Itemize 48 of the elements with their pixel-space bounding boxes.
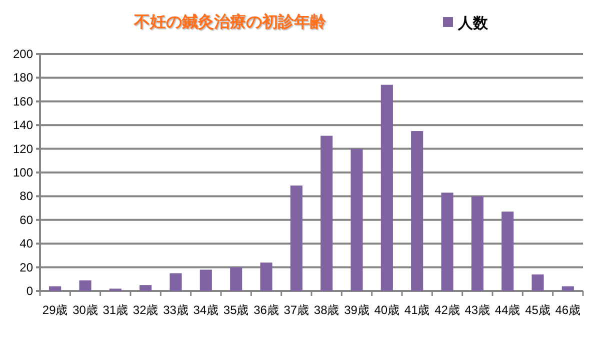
bar — [49, 286, 62, 291]
bar — [320, 136, 333, 291]
bar — [380, 84, 393, 291]
x-tick-label: 34歳 — [193, 303, 219, 317]
x-tick-label: 29歳 — [42, 303, 68, 317]
bar — [562, 286, 574, 291]
x-tick-label: 41歳 — [404, 303, 430, 317]
bar — [140, 285, 152, 291]
x-tick-label: 32歳 — [132, 303, 158, 317]
chart-title: 不妊の鍼灸治療の初診年齢 — [133, 13, 327, 31]
x-tick-label: 36歳 — [254, 303, 279, 317]
bar — [79, 280, 92, 291]
y-tick-label: 40 — [20, 236, 34, 251]
bar — [471, 196, 484, 291]
bar — [260, 262, 272, 291]
bar — [170, 273, 182, 291]
bar — [532, 274, 544, 291]
x-tick-label: 35歳 — [223, 303, 249, 317]
y-tick-label: 140 — [12, 118, 34, 132]
y-tick-label: 180 — [12, 70, 34, 85]
x-tick-label: 43歳 — [464, 303, 490, 317]
x-tick-label: 37歳 — [284, 303, 310, 317]
x-tick-label: 38歳 — [314, 303, 340, 317]
bar — [502, 212, 514, 291]
y-tick-label: 20 — [20, 260, 34, 274]
bar — [290, 186, 302, 291]
bar — [411, 131, 424, 291]
x-tick-label: 44歳 — [494, 303, 520, 317]
y-tick-label: 100 — [12, 166, 34, 180]
x-tick-label: 31歳 — [102, 303, 128, 317]
bar — [350, 148, 363, 291]
x-tick-label: 45歳 — [525, 303, 550, 317]
x-tick-label: 46歳 — [555, 303, 581, 317]
y-tick-label: 120 — [12, 142, 34, 156]
x-tick-label: 39歳 — [344, 303, 370, 317]
x-tick-label: 33歳 — [163, 303, 188, 317]
bar — [441, 192, 454, 291]
y-tick-label: 0 — [26, 284, 34, 298]
y-tick-label: 80 — [20, 189, 34, 204]
legend-label: 人数 — [457, 15, 489, 32]
x-tick-label: 42歳 — [434, 303, 460, 317]
y-tick-label: 200 — [12, 47, 34, 61]
bar — [200, 270, 212, 291]
y-tick-label: 160 — [12, 94, 34, 108]
x-tick-label: 30歳 — [72, 303, 98, 317]
bar — [230, 267, 242, 291]
x-tick-label: 40歳 — [374, 303, 400, 317]
y-tick-label: 60 — [20, 212, 34, 227]
